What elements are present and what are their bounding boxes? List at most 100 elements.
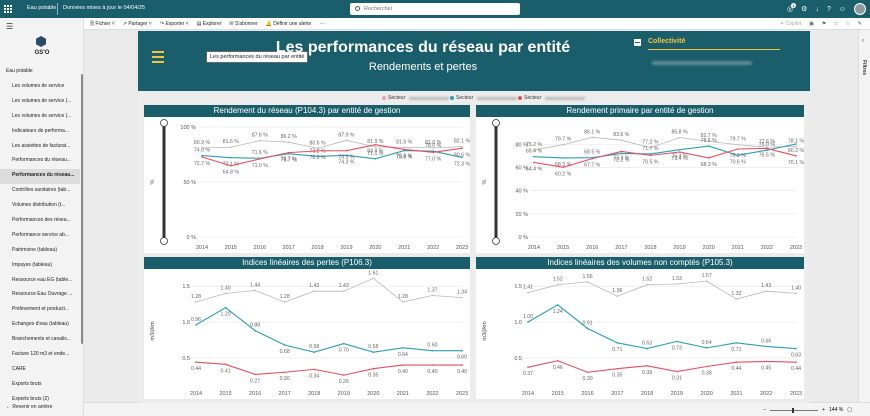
data-label: 87.9 % <box>338 132 355 138</box>
data-label: 0.38 <box>702 371 712 377</box>
sidebar-item[interactable]: Contrôles sanitaires (tab... <box>12 187 71 194</box>
data-label: 0.64 <box>398 352 408 358</box>
data-label: 0.39 <box>642 370 652 376</box>
sidebar-item[interactable]: Performances des résea... <box>12 217 71 224</box>
hamburger-icon[interactable]: ☰ <box>6 22 14 31</box>
notifications-icon[interactable]: ◎ 1 <box>787 3 797 13</box>
legend-item[interactable]: Secteur <box>518 95 586 101</box>
help-icon[interactable]: ? <box>826 5 831 13</box>
app-name[interactable]: Eau potable <box>27 5 57 11</box>
menu-icon[interactable] <box>152 51 164 66</box>
search-input[interactable]: Rechercher <box>350 3 520 15</box>
data-label: 0.88 <box>250 323 260 329</box>
sidebar-item[interactable]: Performance service ab... <box>12 231 69 238</box>
zoom-in-icon[interactable]: + <box>822 407 826 413</box>
nav-group-title[interactable]: Eau potable <box>6 68 33 74</box>
sidebar-item[interactable]: Facture 120 m3 et ende... <box>12 351 70 358</box>
file-menu[interactable]: 🗎 Fichier ˅ <box>90 21 115 27</box>
x-tick-label: 2014 <box>196 245 208 251</box>
sidebar-item[interactable]: Ressource Eau Ouvrage ... <box>12 291 73 298</box>
sidebar-item[interactable]: Les assiettes de facturat... <box>12 142 71 149</box>
file-label: Fichier <box>95 21 111 27</box>
favorite-icon[interactable]: ☆ <box>845 21 850 27</box>
data-label: 82.7 % <box>701 133 718 139</box>
subscribe-button[interactable]: ✉ S'abonner <box>229 21 258 27</box>
app-launcher-icon[interactable] <box>4 5 12 13</box>
x-tick-label: 2017 <box>279 391 291 397</box>
dataset-info[interactable]: Données mises à jour le 04/04/25 <box>63 5 145 11</box>
data-label: 0.44 <box>191 366 201 372</box>
data-point <box>374 146 377 148</box>
edit-icon[interactable]: ✎ <box>857 21 862 27</box>
sidebar-item[interactable]: Performances du réseau... <box>12 157 71 164</box>
back-button[interactable]: ← Revenir en arrière <box>6 404 53 410</box>
back-label: Revenir en arrière <box>12 404 53 410</box>
alert-button[interactable]: 🔔 Définir une alerte <box>265 21 312 27</box>
share-menu[interactable]: ↗ Partager ˅ <box>122 21 152 27</box>
legend-label: Secteur <box>524 95 542 101</box>
data-label: 82.1 % <box>454 139 470 145</box>
sidebar-item[interactable]: Les volumes de service (... <box>12 112 72 119</box>
x-tick-label: 2019 <box>673 245 685 251</box>
zoom-slider[interactable] <box>770 407 819 413</box>
data-point <box>765 345 768 348</box>
y-tick-label: 80 % <box>515 142 528 148</box>
zoom-control[interactable]: − + 144 % ▢ <box>763 407 852 413</box>
data-label: 72.1 % <box>223 162 240 168</box>
data-point <box>201 147 203 149</box>
avatar[interactable] <box>854 3 866 15</box>
x-tick-label: 2017 <box>611 391 623 397</box>
data-point <box>461 349 463 352</box>
sidebar-item[interactable]: Patrimoine (tableau) <box>12 246 58 253</box>
data-point <box>224 306 227 309</box>
status-bar: − + 144 % ▢ <box>84 402 870 416</box>
settings-icon[interactable]: ⚙ <box>801 6 808 13</box>
chart-legend: Secteur Secteur Secteur <box>138 91 810 103</box>
data-label: 70.1 % <box>788 160 804 166</box>
y-tick-label: 0.5 <box>514 356 522 362</box>
sidebar-item[interactable]: Performances du réseau... <box>0 169 80 185</box>
data-label: 74.3 % <box>338 159 355 165</box>
collectivite-slicer[interactable]: Collectivité <box>634 38 784 65</box>
sidebar-item[interactable]: Impayes (tableau) <box>12 261 53 268</box>
data-point <box>795 145 797 148</box>
bookmark-icon[interactable]: ⚑ <box>821 21 827 27</box>
sidebar-item[interactable]: Prélèvement et producti... <box>12 306 69 313</box>
nav-scrollbar[interactable] <box>81 74 83 344</box>
sidebar-item[interactable]: Exports bruts <box>12 380 42 387</box>
filters-pane[interactable]: ‹ Filtres <box>858 30 870 402</box>
view-icon[interactable]: ▣ <box>809 21 814 27</box>
data-point <box>736 154 739 157</box>
data-point <box>195 301 197 303</box>
sidebar-item[interactable]: Indicateurs de performa... <box>12 127 69 134</box>
legend-label: Secteur <box>388 95 406 101</box>
slicer-collapse-icon[interactable] <box>634 39 641 46</box>
zoom-out-icon[interactable]: − <box>763 407 767 413</box>
legend-item[interactable]: Secteur <box>450 95 518 101</box>
more-button[interactable]: ··· <box>319 21 325 27</box>
sidebar-item[interactable]: CARE <box>12 365 26 372</box>
fit-page-icon[interactable]: ▢ <box>847 407 852 413</box>
explore-button[interactable]: ▤ Explorer <box>196 21 222 27</box>
legend-item[interactable]: Secteur <box>382 95 450 101</box>
copilot-button[interactable]: ✦ Copilot <box>779 21 802 27</box>
sidebar-item[interactable]: Volumes distribution (t... <box>12 202 66 209</box>
data-point <box>230 146 232 149</box>
feedback-icon[interactable]: ☺ <box>838 5 846 13</box>
export-menu[interactable]: ↷ Exporter ˅ <box>159 21 189 27</box>
data-label: 73.4 % <box>671 156 688 162</box>
data-point <box>461 296 463 299</box>
sidebar-item[interactable]: Les volumes de service <box>12 83 65 89</box>
sidebar-item[interactable]: Branchements et canalis... <box>12 336 71 343</box>
y-tick-label: 1.5 <box>514 284 522 290</box>
download-icon[interactable]: ↓ <box>815 5 819 13</box>
data-label: 85.8 % <box>671 130 688 136</box>
sidebar-item[interactable]: Echanges d'eau (tableau) <box>12 321 69 328</box>
data-point <box>195 324 197 326</box>
data-point <box>258 139 261 142</box>
collapse-chevron-icon[interactable]: ‹ <box>862 38 864 44</box>
sidebar-item[interactable]: Les volumes de service (... <box>12 97 72 104</box>
data-label: 78.6 % <box>396 155 413 161</box>
comment-icon[interactable]: □ <box>834 21 838 27</box>
sidebar-item[interactable]: Ressource eau EG (table... <box>12 276 73 283</box>
